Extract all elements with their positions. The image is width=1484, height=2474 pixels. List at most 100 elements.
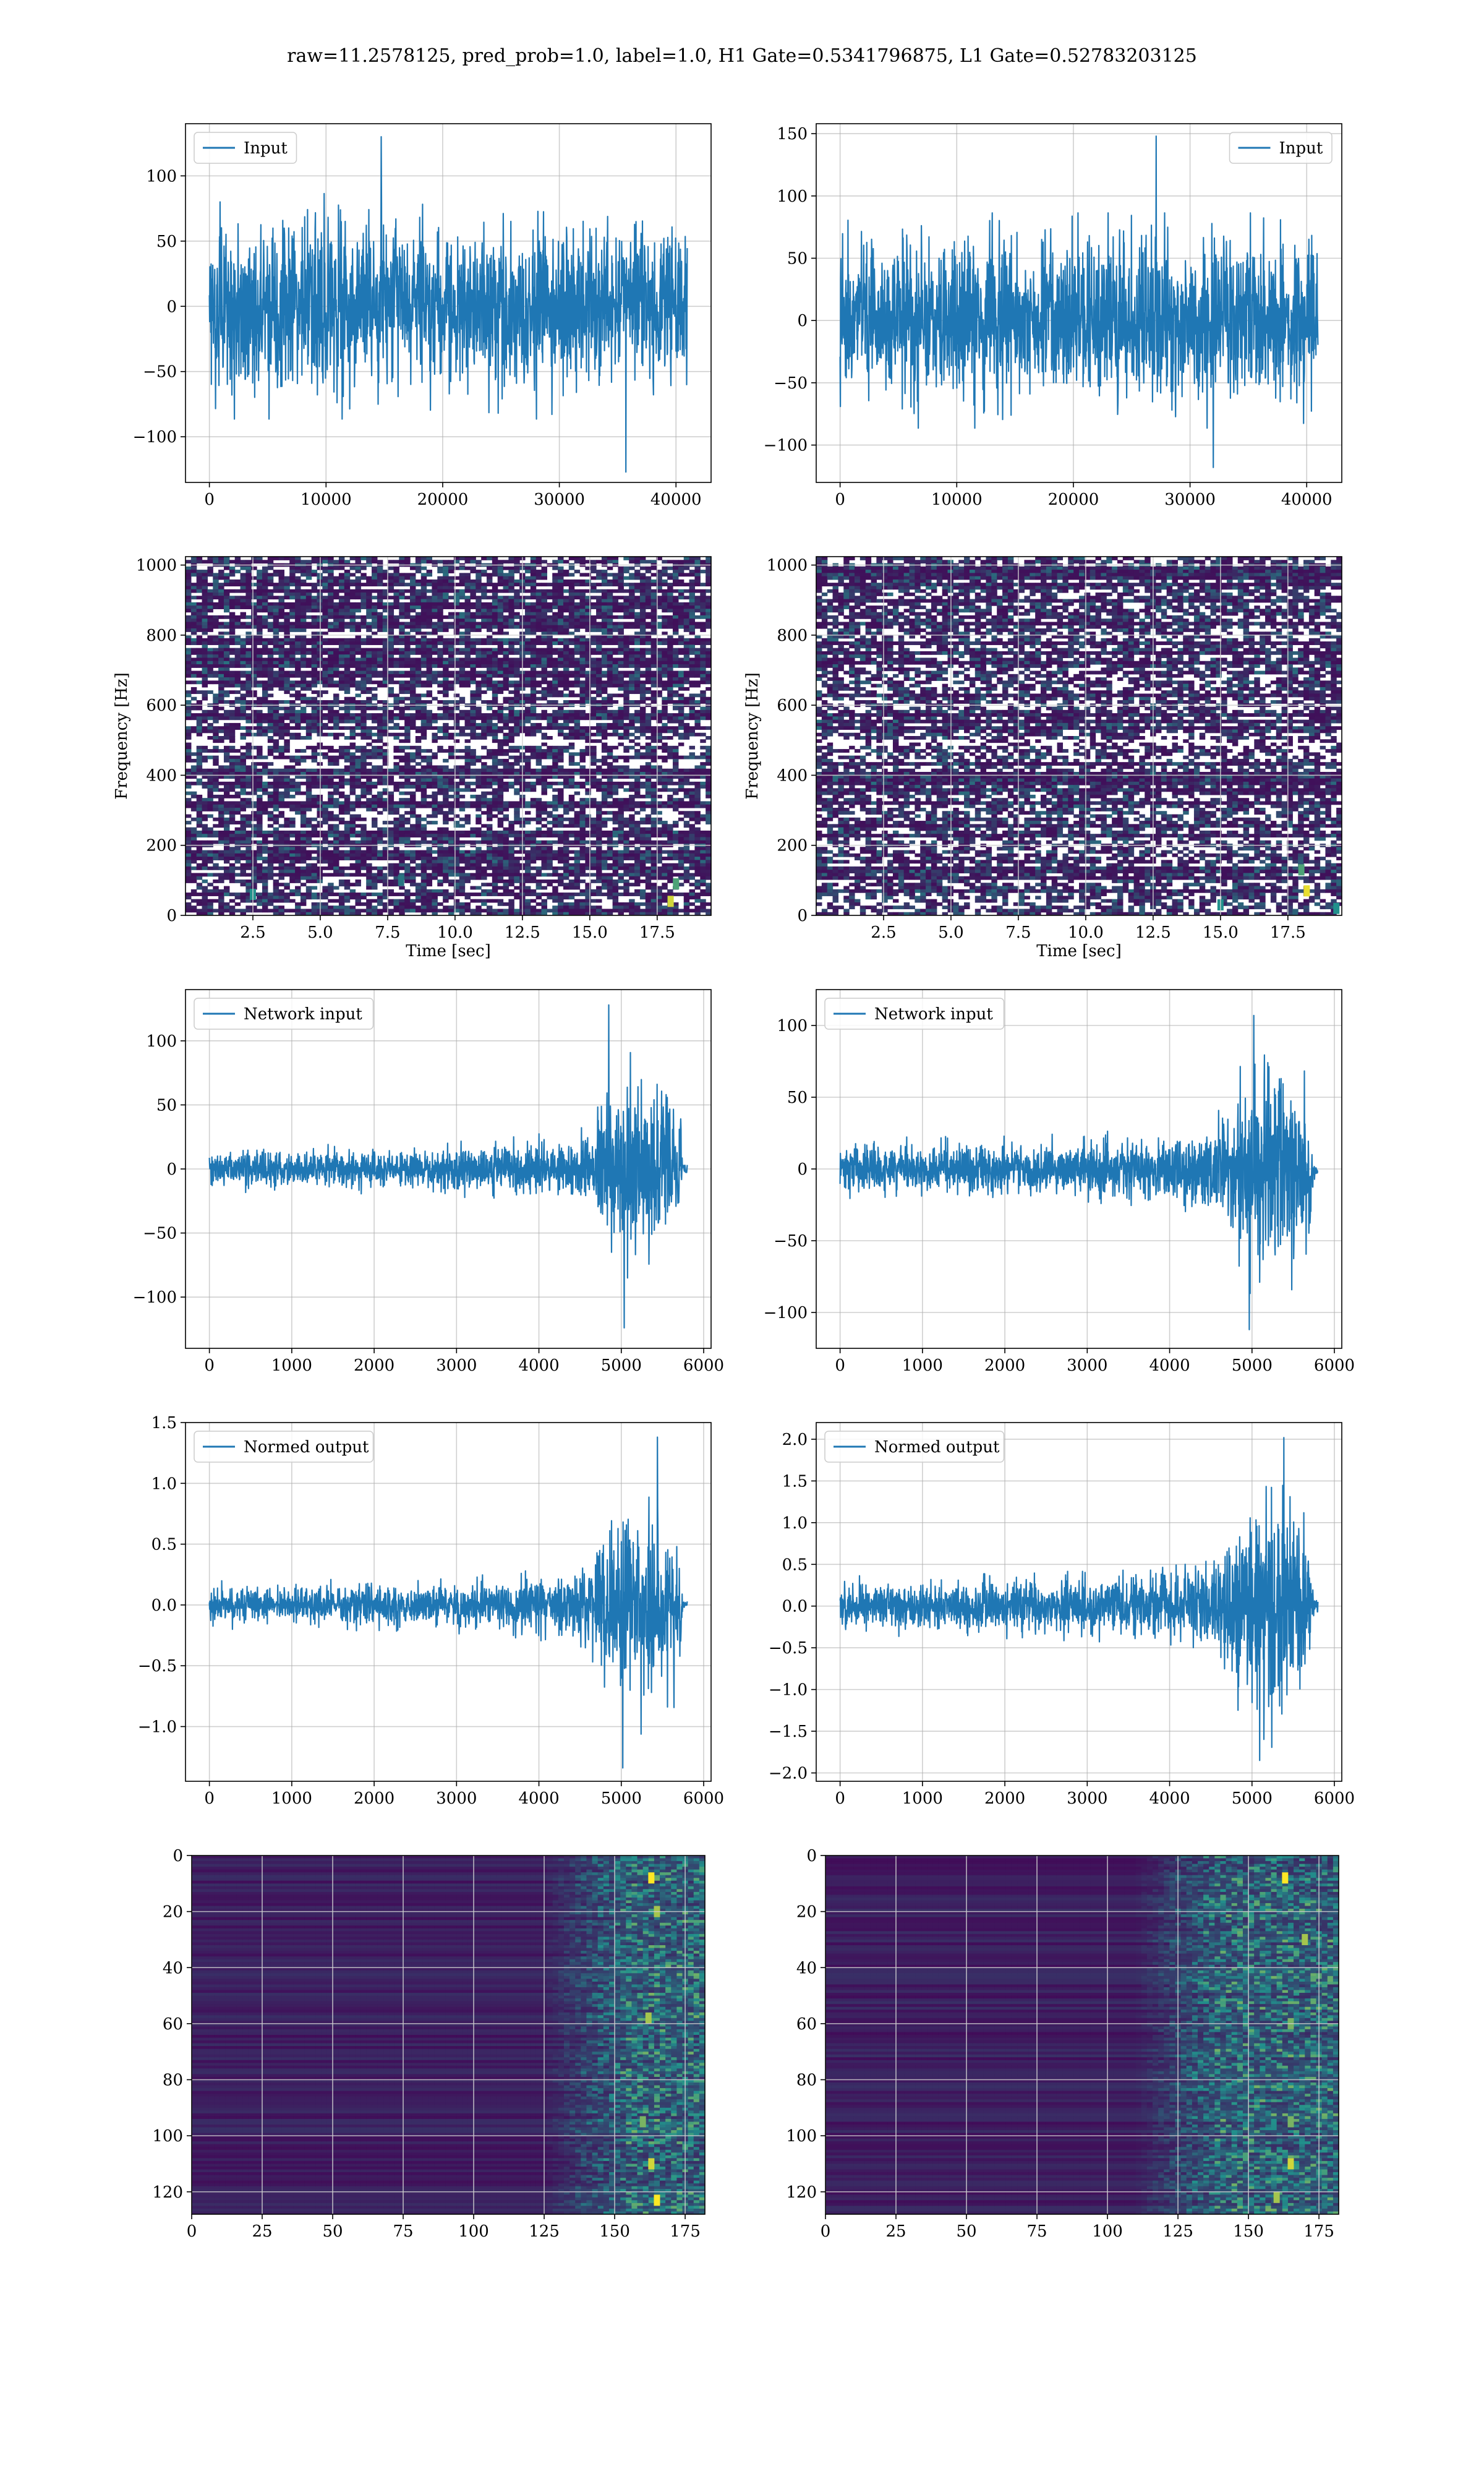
heatmap-cells (192, 1856, 705, 2214)
x-tick-label: 3000 (1067, 1789, 1107, 1808)
x-tick-label: 0 (204, 1789, 215, 1808)
y-tick-label: −100 (133, 428, 177, 447)
plot-area (186, 990, 711, 1348)
axes-frame (816, 123, 1342, 483)
y-tick-label: 60 (163, 2015, 183, 2034)
y-tick-label: −1.5 (769, 1723, 808, 1741)
y-tick-label: 1.0 (782, 1514, 808, 1533)
x-tick-label: 3000 (436, 1789, 477, 1808)
x-tick-label: 2.5 (871, 923, 896, 942)
y-tick-label: 120 (152, 2183, 183, 2202)
y-tick-label: 80 (796, 2071, 817, 2090)
y-tick-label: 20 (163, 1903, 183, 1922)
y-tick-label: 600 (146, 696, 177, 715)
x-tick-label: 50 (322, 2222, 343, 2241)
x-tick-label: 0 (187, 2222, 197, 2241)
legend-label: Input (244, 139, 288, 158)
legend: Network input (194, 998, 374, 1030)
y-tick-label: 200 (777, 837, 808, 855)
x-tick-label: 10.0 (437, 923, 473, 942)
y-tick-label: 1.5 (151, 1414, 177, 1432)
plot-area (816, 124, 1342, 482)
x-tick-label: 1000 (271, 1356, 312, 1375)
plot-area (816, 990, 1342, 1348)
x-tick-label: 0 (835, 490, 845, 509)
heatmap-hotspot (1287, 2116, 1294, 2128)
heatmap-hotspot (673, 878, 680, 890)
y-tick-label: −100 (133, 1288, 177, 1307)
x-tick-label: 40000 (650, 490, 702, 509)
y-tick-label: 50 (156, 233, 177, 251)
x-tick-label: 4000 (518, 1356, 559, 1375)
heatmap-hotspot (645, 2012, 652, 2024)
y-tick-label: 400 (777, 766, 808, 785)
series-line (208, 1004, 688, 1329)
y-tick-label: −2.0 (769, 1765, 808, 1783)
y-tick-label: 80 (163, 2071, 183, 2090)
plot-area (186, 124, 711, 482)
y-tick-label: 100 (152, 2127, 183, 2146)
y-tick-label: −50 (143, 1225, 177, 1243)
y-tick-label: 50 (787, 250, 808, 268)
y-tick-label: 1.5 (782, 1472, 808, 1491)
x-tick-label: 0 (835, 1356, 845, 1375)
y-tick-label: 50 (156, 1096, 177, 1115)
y-tick-label: −50 (143, 363, 177, 382)
heatmap-hotspot (667, 896, 674, 907)
x-tick-label: 75 (393, 2222, 413, 2241)
y-tick-label: 1.0 (151, 1475, 177, 1493)
x-tick-label: 175 (670, 2222, 701, 2241)
x-tick-label: 2000 (354, 1789, 394, 1808)
panel-norm-l1: 0 1000 2000 3000 4000 5000 6000 −2.0 −1.5 −1.0 −0.… (769, 1422, 1355, 1808)
heatmap-cells (816, 557, 1342, 915)
grid-lines (186, 557, 711, 915)
x-tick-label: 3000 (1067, 1356, 1107, 1375)
y-tick-label: 0 (797, 312, 808, 330)
heatmap-hotspot (654, 2194, 660, 2206)
y-tick-label: 800 (777, 627, 808, 645)
plot-area (186, 1423, 711, 1781)
x-tick-label: 0 (204, 490, 215, 509)
y-tick-label: 0.0 (151, 1596, 177, 1615)
legend: Normed output (824, 1431, 1005, 1463)
x-axis-label: Time [sec] (1036, 942, 1122, 961)
plot-area (192, 1856, 705, 2214)
axes-frame (185, 123, 712, 483)
x-tick-label: 125 (529, 2222, 560, 2241)
x-tick-label: 6000 (683, 1356, 724, 1375)
x-tick-label: 10000 (931, 490, 983, 509)
x-tick-label: 7.5 (375, 923, 400, 942)
y-tick-label: 1000 (767, 557, 808, 575)
x-tick-label: 40000 (1281, 490, 1333, 509)
y-tick-label: 0 (797, 1160, 808, 1179)
y-axis-label: Frequency [Hz] (743, 672, 762, 800)
y-tick-label: 0 (166, 1160, 177, 1179)
x-axis-label: Time [sec] (406, 942, 491, 961)
x-tick-label: 2000 (984, 1356, 1025, 1375)
y-tick-label: 150 (777, 125, 808, 143)
x-tick-label: 100 (1092, 2222, 1123, 2241)
x-tick-label: 30000 (534, 490, 585, 509)
x-tick-label: 0 (821, 2222, 831, 2241)
x-tick-label: 150 (599, 2222, 630, 2241)
x-tick-label: 150 (1233, 2222, 1264, 2241)
legend: Input (194, 132, 297, 164)
legend: Input (1229, 132, 1333, 164)
y-tick-label: 100 (777, 187, 808, 206)
y-tick-label: 100 (777, 1017, 808, 1035)
y-tick-label: 0 (797, 907, 808, 925)
plot-area (816, 557, 1342, 915)
heatmap-hotspot (1287, 2158, 1294, 2170)
x-tick-label: 5000 (1232, 1356, 1273, 1375)
heatmap-hotspot (398, 875, 404, 886)
x-tick-label: 1000 (271, 1789, 312, 1808)
figure-suptitle: raw=11.2578125, pred_prob=1.0, label=1.0… (287, 45, 1197, 67)
x-tick-label: 2000 (984, 1789, 1025, 1808)
x-tick-label: 175 (1303, 2222, 1334, 2241)
x-tick-label: 10.0 (1068, 923, 1104, 942)
legend-label: Network input (874, 1005, 993, 1024)
heatmap-hotspot (639, 2116, 646, 2128)
y-tick-label: 0 (166, 907, 177, 925)
heatmap-hotspot (1303, 885, 1310, 897)
grid-lines (816, 557, 1342, 915)
